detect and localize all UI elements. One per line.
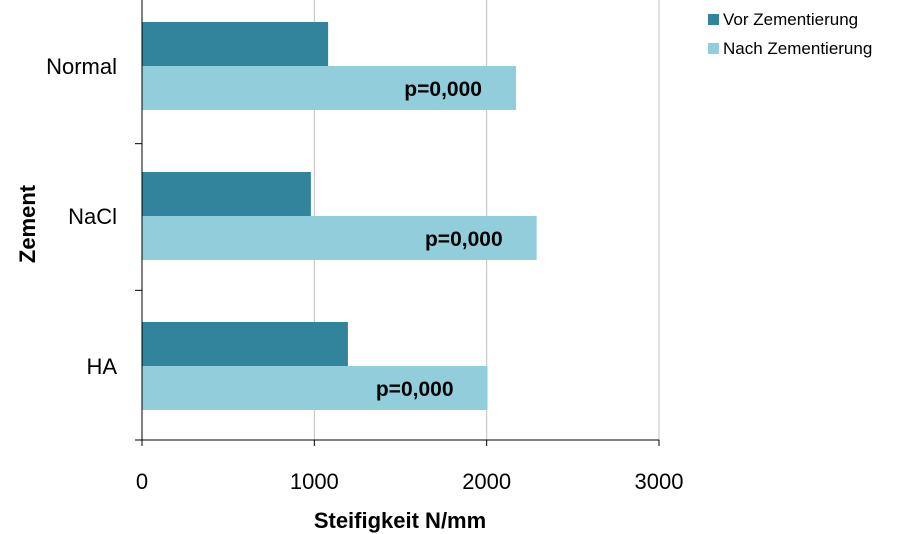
y-tick-label-normal: Normal: [46, 54, 117, 79]
legend-swatch-nach: [708, 43, 719, 54]
bar-normal-nach: [142, 66, 516, 110]
bar-normal-vor: [142, 22, 329, 66]
labels: 0 1000 2000 3000 Normal p=0,000 NaCl p=0,000 HA p…: [46, 54, 683, 494]
bar-ha-vor: [142, 322, 348, 366]
y-tick-label-ha: HA: [86, 354, 117, 379]
p-value-label-nacl: p=0,000: [425, 228, 503, 251]
bar-nacl-nach: [142, 216, 537, 260]
legend-label-vor: Vor Zementierung: [723, 10, 858, 29]
axes: [135, 0, 660, 446]
p-value-label-normal: p=0,000: [404, 78, 482, 101]
x-axis-title: Steifigkeit N/mm: [314, 508, 486, 533]
legend-swatch-vor: [708, 14, 719, 25]
y-axis-title: Zement: [15, 184, 40, 263]
x-tick-label-3000: 3000: [635, 469, 684, 494]
x-tick-label-0: 0: [136, 469, 148, 494]
legend-label-nach: Nach Zementierung: [723, 39, 872, 58]
bars: [142, 22, 537, 410]
x-tick-label-2000: 2000: [462, 469, 511, 494]
p-value-label-ha: p=0,000: [376, 378, 454, 401]
legend: Vor Zementierung Nach Zementierung: [708, 10, 872, 58]
y-tick-label-nacl: NaCl: [68, 204, 117, 229]
bar-nacl-vor: [142, 172, 311, 216]
bar-ha-nach: [142, 366, 488, 410]
x-tick-label-1000: 1000: [290, 469, 339, 494]
